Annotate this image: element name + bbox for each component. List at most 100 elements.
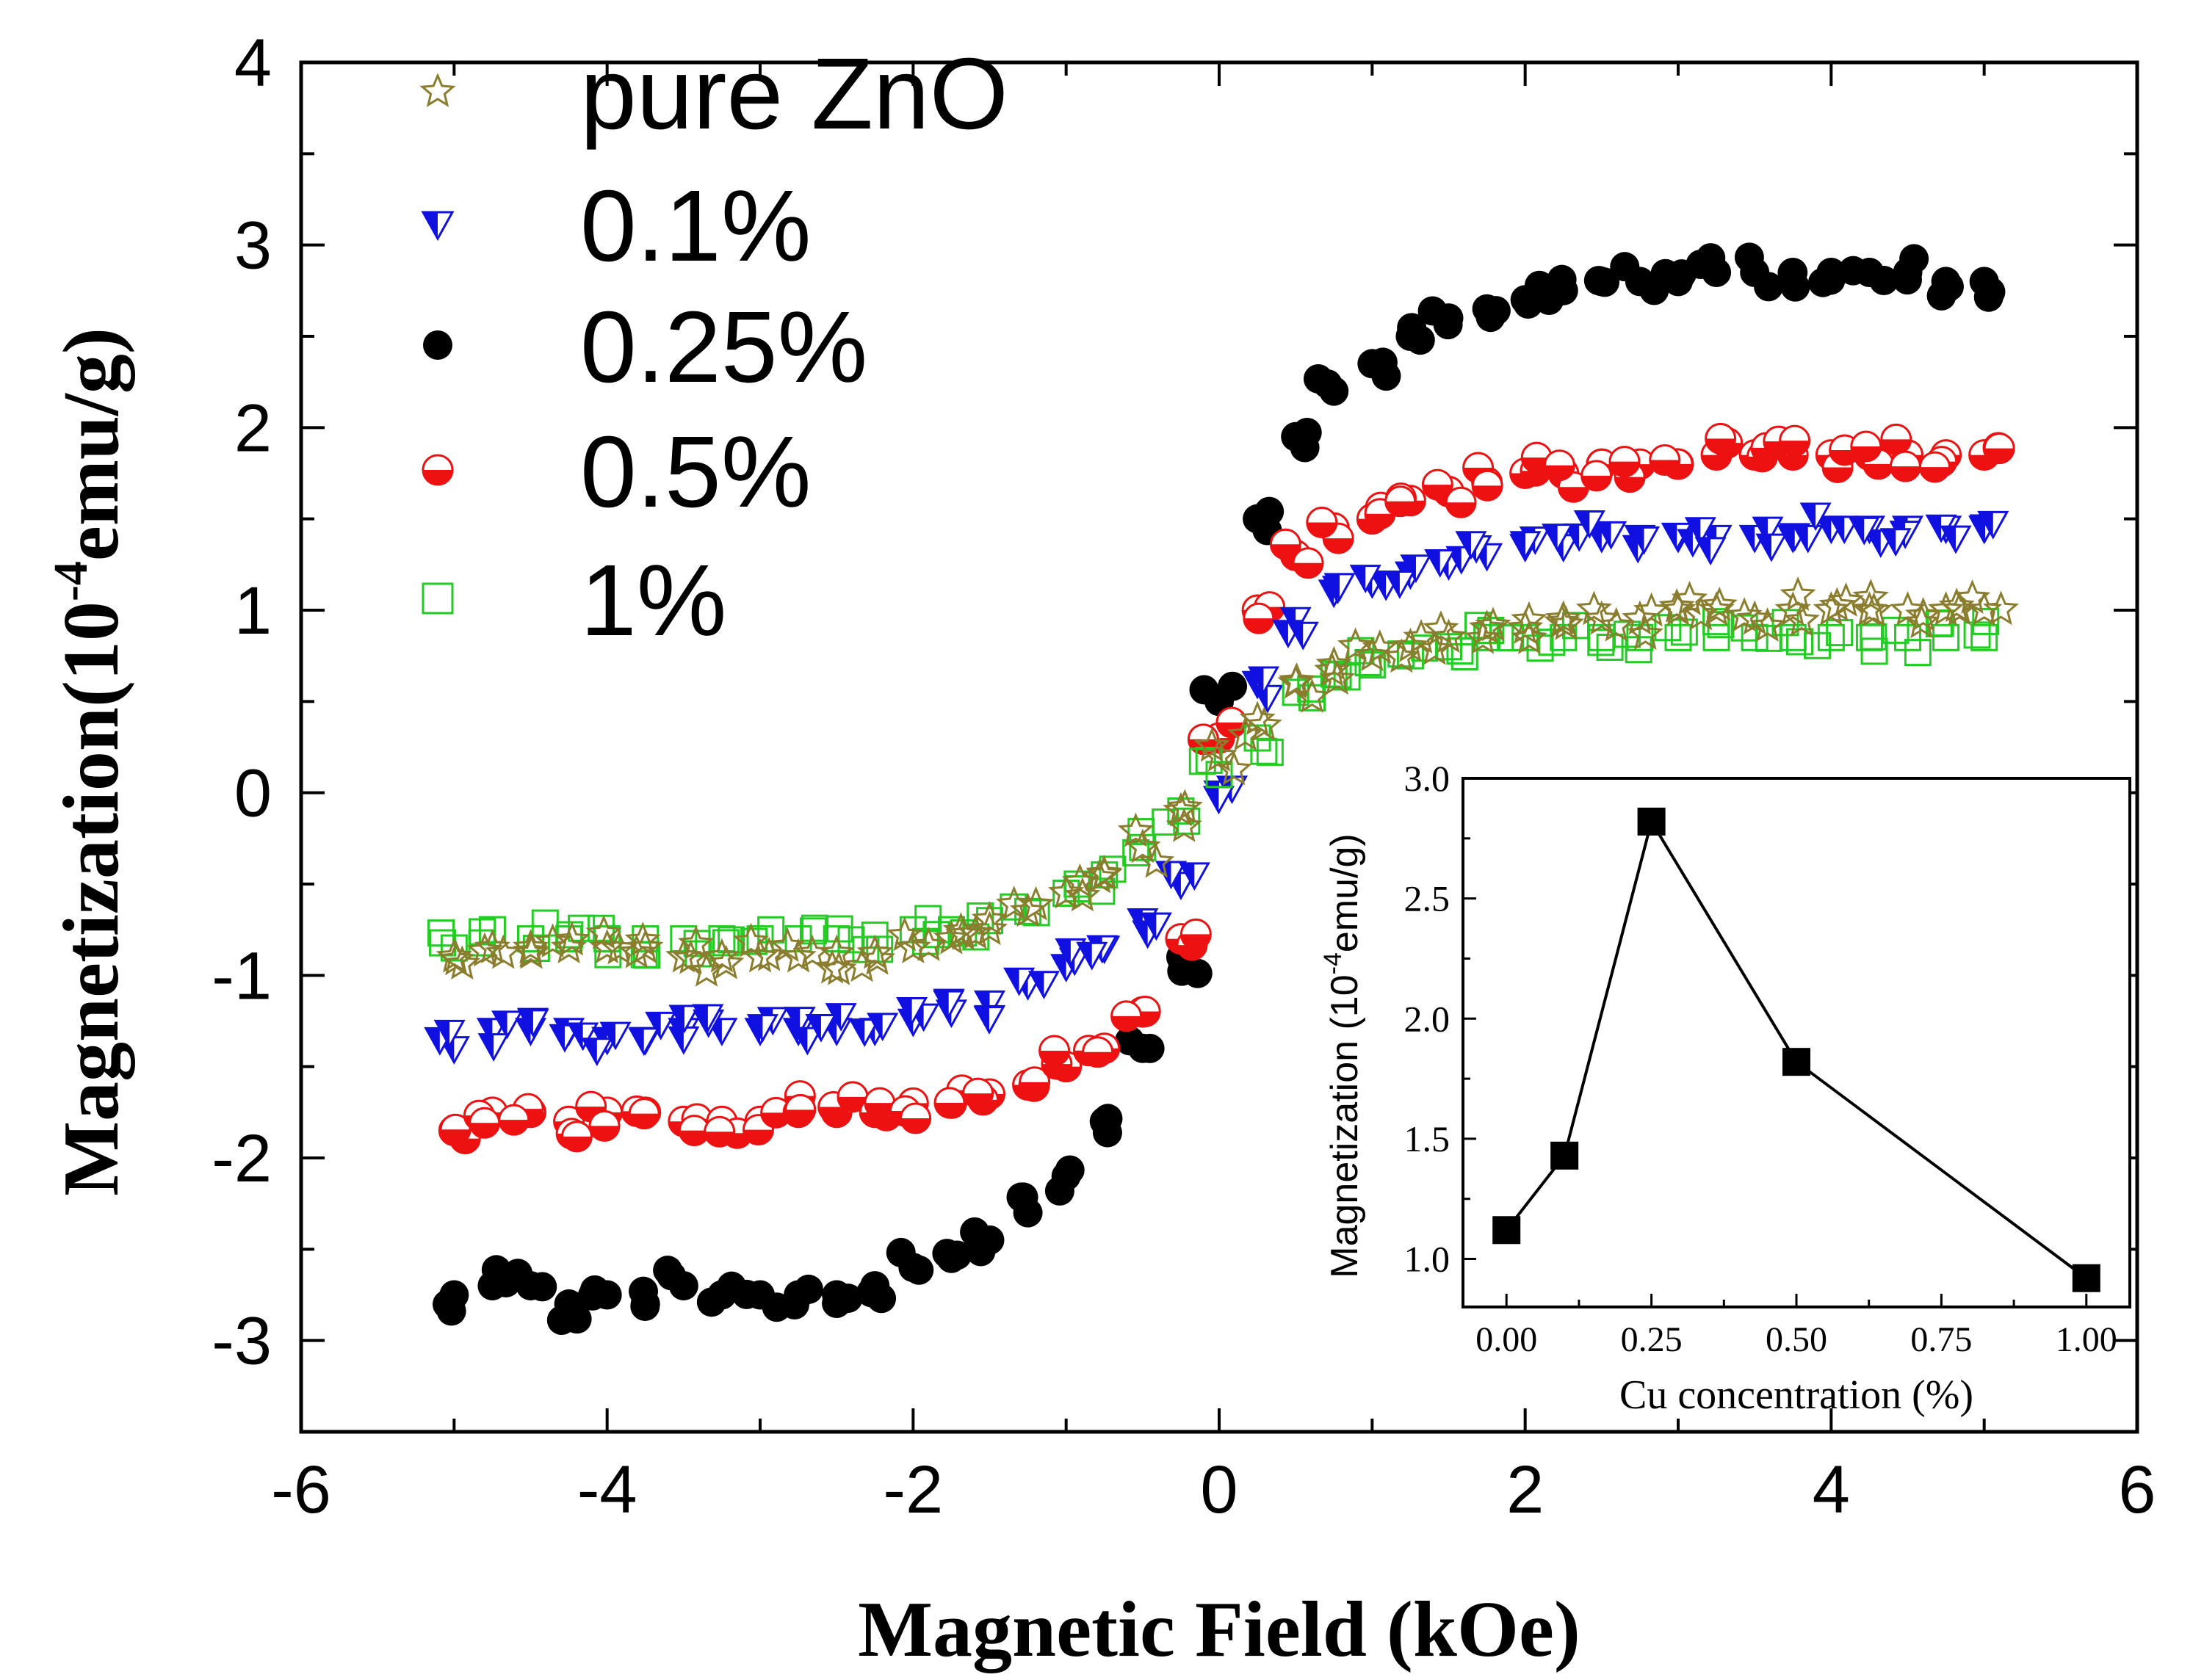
y-tick-label: 3 xyxy=(234,209,272,283)
data-point xyxy=(933,919,970,955)
marker-outline xyxy=(1779,424,1811,457)
marker-half xyxy=(469,1108,499,1123)
data-point-scatter xyxy=(1450,642,1478,670)
marker-half xyxy=(1216,708,1246,723)
data-point-scatter xyxy=(731,1279,762,1309)
marker-half xyxy=(864,1088,895,1104)
inset-x-tick-label: 0.00 xyxy=(1475,1320,1537,1359)
marker-fill xyxy=(1289,623,1304,648)
data-point-scatter xyxy=(1423,610,1459,645)
marker-half xyxy=(1851,432,1881,447)
data-point xyxy=(1817,623,1845,651)
data-point-scatter xyxy=(1405,325,1435,355)
data-point-scatter xyxy=(864,1087,896,1119)
data-point-scatter xyxy=(886,1237,916,1267)
data-point-scatter xyxy=(746,1014,778,1043)
data-point-scatter xyxy=(1696,243,1726,273)
data-point-scatter xyxy=(1855,592,1893,627)
marker-fill xyxy=(1817,516,1832,543)
marker-fill xyxy=(748,1015,763,1040)
data-point-scatter xyxy=(534,923,571,958)
marker-fill xyxy=(436,1021,450,1046)
data-point xyxy=(1009,892,1047,927)
marker-outline xyxy=(1445,486,1477,518)
marker-half xyxy=(1293,548,1323,563)
data-point-scatter xyxy=(1115,1026,1145,1056)
data-point-scatter xyxy=(1362,629,1398,664)
data-point-scatter xyxy=(1269,528,1301,560)
data-point-scatter xyxy=(966,1237,996,1267)
data-point-scatter xyxy=(848,1018,881,1047)
marker-fill xyxy=(425,1028,440,1054)
marker-half xyxy=(838,1082,868,1097)
data-point-scatter xyxy=(1424,548,1456,578)
data-point-scatter xyxy=(1384,485,1417,518)
marker-outline xyxy=(1471,469,1503,502)
data-point-scatter xyxy=(867,1013,899,1042)
marker-half xyxy=(576,1092,606,1107)
inset-data-point xyxy=(1492,1216,1521,1245)
inset-y-axis-title-tail: emu/g) xyxy=(1323,833,1366,952)
data-point-scatter xyxy=(1189,675,1219,705)
data-point-scatter xyxy=(1573,510,1605,539)
data-point-scatter xyxy=(1580,460,1613,492)
marker-outline xyxy=(1421,468,1453,501)
marker-outline xyxy=(1705,422,1737,455)
data-point xyxy=(1774,591,1811,626)
data-point-scatter xyxy=(1511,601,1547,636)
legend-label: 0.5% xyxy=(580,416,812,529)
marker-fill xyxy=(568,1024,583,1049)
marker-half xyxy=(1463,453,1493,468)
marker-fill xyxy=(1793,526,1808,551)
data-point-scatter xyxy=(1166,807,1202,842)
y-tick-label: 1 xyxy=(234,573,272,648)
data-point-scatter xyxy=(1799,502,1832,532)
marker-outline xyxy=(1918,451,1951,483)
data-point-scatter xyxy=(1092,1118,1122,1148)
data-point xyxy=(780,938,817,973)
data-point-scatter xyxy=(712,929,740,957)
marker-outline xyxy=(1649,444,1681,477)
data-point-scatter xyxy=(708,944,745,980)
inset-data-point xyxy=(1637,807,1666,836)
data-point-scatter xyxy=(704,1115,736,1148)
y-tick-label: 2 xyxy=(234,391,272,466)
data-point-scatter xyxy=(1575,590,1613,626)
data-point-scatter xyxy=(1694,537,1727,566)
marker-outline xyxy=(1292,547,1324,579)
data-point-scatter xyxy=(1683,595,1719,631)
marker-half xyxy=(1881,424,1911,440)
data-point-scatter xyxy=(512,933,549,968)
data-point-scatter xyxy=(1771,609,1799,637)
data-point-scatter xyxy=(1587,629,1615,656)
data-point-scatter xyxy=(1298,684,1326,712)
marker-fill xyxy=(823,1018,837,1044)
data-point-scatter xyxy=(896,997,928,1026)
legend: pure ZnO 0.1%0.25% 0.5% 1% xyxy=(419,37,1008,657)
marker-fill xyxy=(1866,530,1881,556)
data-point-scatter xyxy=(1019,1066,1051,1098)
data-point-scatter xyxy=(1082,1036,1114,1068)
data-point-scatter xyxy=(1792,524,1824,554)
data-point-scatter xyxy=(513,934,550,969)
marker-outline xyxy=(933,1087,966,1119)
data-point-scatter xyxy=(466,932,503,967)
inset-x-axis-title: Cu concentration (%) xyxy=(1619,1372,1973,1418)
marker-fill xyxy=(1511,532,1525,557)
inset-x-tick-label: 0.75 xyxy=(1910,1320,1972,1359)
marker-fill xyxy=(1882,529,1896,554)
marker-fill xyxy=(850,1019,865,1045)
marker-half xyxy=(629,1098,660,1114)
data-point-scatter xyxy=(1779,424,1811,457)
legend-label: 0.25% xyxy=(580,291,867,404)
marker-fill xyxy=(1351,565,1366,591)
data-point-scatter xyxy=(1838,256,1868,286)
marker-outline xyxy=(1384,485,1417,518)
marker-fill xyxy=(806,1015,821,1040)
marker-outline xyxy=(1243,602,1275,634)
y-tick-label: -2 xyxy=(212,1121,272,1196)
data-point-scatter xyxy=(1475,303,1506,333)
marker-fill xyxy=(1678,530,1693,556)
data-point-scatter xyxy=(1903,604,1940,639)
data-point-scatter xyxy=(503,1259,533,1289)
